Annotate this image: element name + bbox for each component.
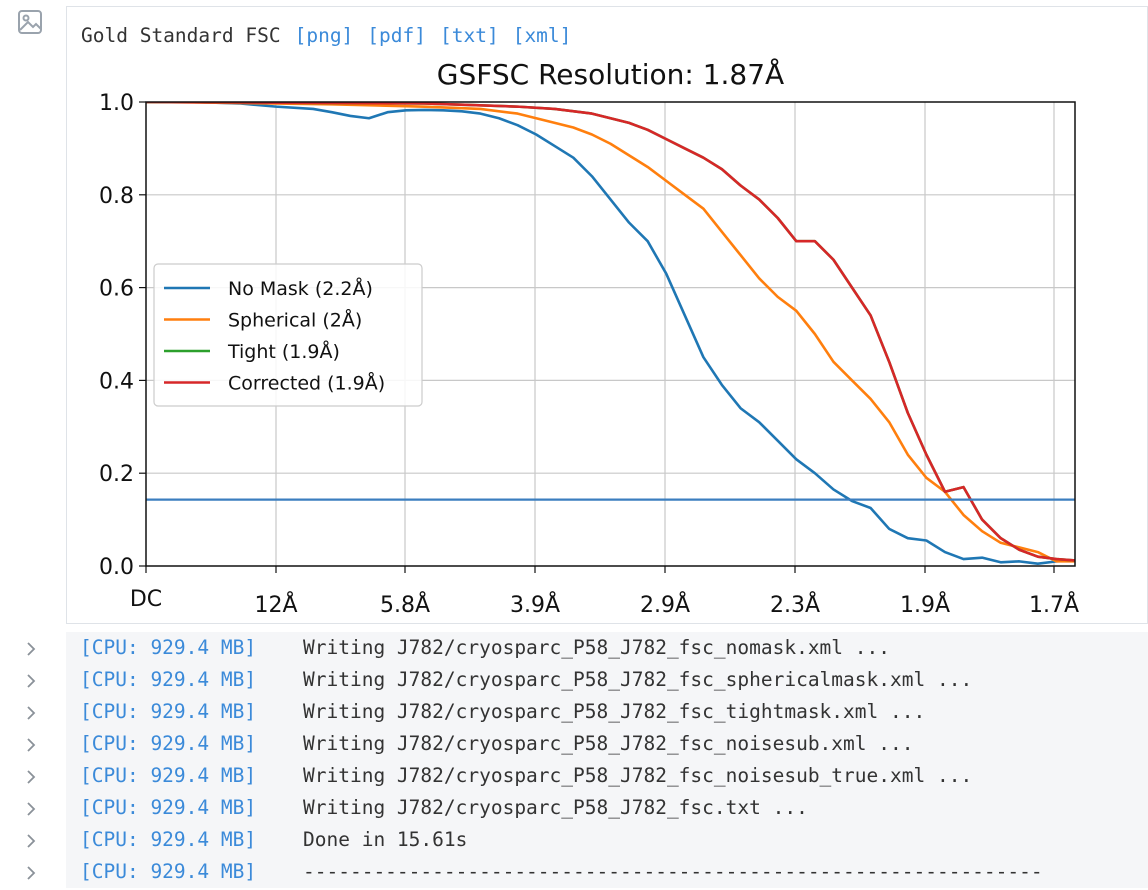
log-line-background — [66, 728, 1148, 760]
log-message: Writing J782/cryosparc_P58_J782_fsc_noma… — [303, 636, 890, 659]
log-row: [CPU: 929.4 MB] -------------------------… — [0, 856, 1148, 888]
x-tick-label: 3.9Å — [510, 591, 560, 618]
cpu-usage-label: [CPU: 929.4 MB] — [80, 796, 257, 819]
x-tick-label: 5.8Å — [380, 591, 430, 618]
plot-frame — [145, 101, 1076, 567]
image-icon[interactable] — [16, 8, 44, 36]
y-tick-label: 0.0 — [99, 555, 134, 580]
cpu-usage-label: [CPU: 929.4 MB] — [80, 764, 257, 787]
cpu-usage-label: [CPU: 929.4 MB] — [80, 828, 257, 851]
log-line-background — [66, 824, 1148, 856]
y-tick-label: 0.4 — [99, 369, 134, 394]
chevron-right-icon[interactable] — [24, 736, 38, 754]
log-message: Writing J782/cryosparc_P58_J782_fsc_tigh… — [303, 700, 926, 723]
fsc-chart: GSFSC Resolution: 1.87Å DC 12Å 5.8Å 3.9Å 2.9Å… — [99, 57, 1079, 618]
cpu-usage-label: [CPU: 929.4 MB] — [80, 636, 257, 659]
xml-link[interactable]: [xml] — [512, 23, 572, 47]
log-message: Writing J782/cryosparc_P58_J782_fsc.txt … — [303, 796, 808, 819]
series-line-0 — [146, 102, 1075, 565]
y-tick-label: 1.0 — [99, 91, 134, 116]
log-message: Writing J782/cryosparc_P58_J782_fsc_nois… — [303, 764, 973, 787]
log-line-background — [66, 664, 1148, 696]
log-row: [CPU: 929.4 MB] Writing J782/cryosparc_P5… — [0, 728, 1148, 760]
y-tick-label: 0.2 — [99, 462, 134, 487]
series-line-3 — [146, 102, 1075, 562]
x-tick-label: 1.9Å — [900, 591, 950, 618]
legend-label: Spherical (2Å) — [228, 309, 362, 332]
txt-link[interactable]: [txt] — [440, 23, 499, 47]
cpu-usage-label: [CPU: 929.4 MB] — [80, 700, 257, 723]
log-line-background — [66, 856, 1148, 888]
fsc-header: Gold Standard FSC [png] [pdf] [txt] [xml… — [81, 23, 571, 47]
series-line-1 — [146, 102, 1075, 563]
chevron-right-icon[interactable] — [24, 832, 38, 850]
log-row: [CPU: 929.4 MB] Writing J782/cryosparc_P5… — [0, 696, 1148, 728]
chevron-right-icon[interactable] — [24, 672, 38, 690]
x-tick-label: DC — [130, 587, 162, 612]
cpu-usage-label: [CPU: 929.4 MB] — [80, 668, 257, 691]
png-link[interactable]: [png] — [294, 23, 354, 47]
y-tick-label: 0.8 — [99, 184, 134, 209]
log-line-background — [66, 792, 1148, 824]
log-row: [CPU: 929.4 MB] Writing J782/cryosparc_P5… — [0, 664, 1148, 696]
legend-box — [153, 263, 423, 407]
log-line-background — [66, 696, 1148, 728]
legend-label: Tight (1.9Å) — [227, 340, 340, 363]
chevron-right-icon[interactable] — [24, 704, 38, 722]
log-row: [CPU: 929.4 MB] Writing J782/cryosparc_P5… — [0, 792, 1148, 824]
log-line-background — [66, 760, 1148, 792]
y-tick-label: 0.6 — [99, 277, 134, 302]
log-message: Writing J782/cryosparc_P58_J782_fsc_nois… — [303, 732, 914, 755]
fsc-title: Gold Standard FSC — [81, 23, 281, 47]
log-message: Writing J782/cryosparc_P58_J782_fsc_sphe… — [303, 668, 973, 691]
chevron-right-icon[interactable] — [24, 640, 38, 658]
x-tick-label: 12Å — [254, 591, 297, 618]
legend-label: Corrected (1.9Å) — [228, 372, 385, 395]
log-row: [CPU: 929.4 MB] Writing J782/cryosparc_P5… — [0, 760, 1148, 792]
log-message: ----------------------------------------… — [303, 860, 1043, 883]
x-tick-label: 2.9Å — [640, 591, 690, 618]
log-message: Done in 15.61s — [303, 828, 468, 851]
chevron-right-icon[interactable] — [24, 864, 38, 882]
cpu-usage-label: [CPU: 929.4 MB] — [80, 860, 257, 883]
legend-label: No Mask (2.2Å) — [228, 277, 373, 300]
log-line-background — [66, 632, 1148, 664]
x-tick-label: 2.3Å — [770, 591, 820, 618]
log-row: [CPU: 929.4 MB] Done in 15.61s — [0, 824, 1148, 856]
chevron-right-icon[interactable] — [24, 768, 38, 786]
pdf-link[interactable]: [pdf] — [367, 23, 426, 47]
chevron-right-icon[interactable] — [24, 800, 38, 818]
chart-title: GSFSC Resolution: 1.87Å — [437, 57, 784, 91]
cpu-usage-label: [CPU: 929.4 MB] — [80, 732, 257, 755]
x-tick-label: 1.7Å — [1029, 591, 1079, 618]
log-row: [CPU: 929.4 MB] Writing J782/cryosparc_P5… — [0, 632, 1148, 664]
